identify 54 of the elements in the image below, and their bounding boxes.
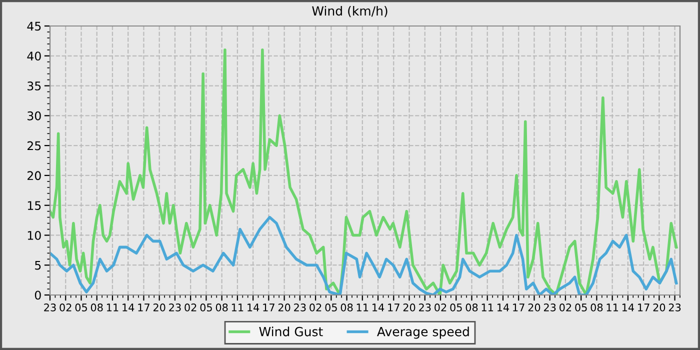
y-tick-label: 15 — [28, 201, 41, 210]
x-tick-label: 17 — [638, 304, 650, 312]
chart-title: Wind (km/h) — [312, 6, 388, 18]
x-tick-label: 08 — [216, 304, 228, 312]
x-tick-label: 14 — [622, 304, 634, 312]
y-tick-label: 25 — [28, 141, 41, 150]
x-tick-label: 20 — [653, 304, 666, 312]
x-tick-label: 08 — [90, 304, 103, 312]
x-tick-label: 11 — [606, 304, 618, 312]
y-tick-label: 0 — [34, 290, 41, 300]
x-tick-label: 14 — [497, 304, 510, 312]
x-tick-label: 17 — [138, 304, 150, 312]
x-tick-label: 08 — [466, 304, 478, 312]
legend-label: Average speed — [377, 326, 469, 339]
y-tick-label: 20 — [28, 171, 41, 180]
x-tick-label: 02 — [560, 304, 572, 312]
x-tick-label: 23 — [169, 304, 181, 312]
x-tick-label: 11 — [482, 304, 494, 312]
legend-label: Wind Gust — [259, 326, 323, 336]
y-tick-label: 5 — [35, 260, 41, 270]
x-tick-label: 05 — [450, 304, 462, 312]
x-tick-label: 02 — [184, 304, 196, 312]
x-tick-label: 20 — [528, 304, 540, 312]
x-tick-label: 05 — [325, 304, 337, 312]
x-tick-label: 08 — [590, 304, 603, 312]
x-tick-label: 11 — [232, 304, 244, 312]
x-tick-label: 05 — [75, 304, 87, 312]
y-tick-label: 10 — [28, 230, 41, 240]
x-tick-label: 05 — [200, 304, 212, 312]
y-tick-label: 45 — [27, 22, 41, 31]
x-tick-label: 08 — [340, 304, 353, 312]
y-tick-label: 35 — [28, 82, 41, 90]
y-tick-label: 30 — [28, 111, 41, 120]
x-tick-label: 11 — [106, 304, 118, 312]
x-tick-label: 23 — [419, 304, 431, 312]
x-tick-label: 02 — [60, 304, 72, 312]
x-tick-label: 17 — [263, 304, 274, 312]
x-tick-label: 20 — [403, 304, 416, 312]
x-tick-label: 02 — [434, 304, 446, 312]
x-tick-label: 23 — [294, 304, 306, 312]
x-tick-label: 14 — [122, 304, 134, 312]
x-tick-label: 23 — [544, 304, 556, 312]
x-tick-label: 17 — [388, 304, 400, 312]
x-tick-label: 20 — [153, 304, 166, 312]
x-tick-label: 23 — [668, 304, 681, 312]
x-tick-label: 14 — [372, 304, 384, 312]
x-tick-label: 20 — [278, 304, 290, 312]
x-tick-label: 05 — [575, 304, 587, 312]
x-tick-label: 11 — [356, 304, 368, 312]
x-tick-label: 23 — [44, 304, 56, 312]
y-tick-label: 40 — [27, 52, 41, 61]
x-tick-label: 02 — [310, 304, 322, 312]
x-tick-label: 14 — [248, 304, 260, 312]
x-tick-label: 17 — [513, 304, 524, 312]
